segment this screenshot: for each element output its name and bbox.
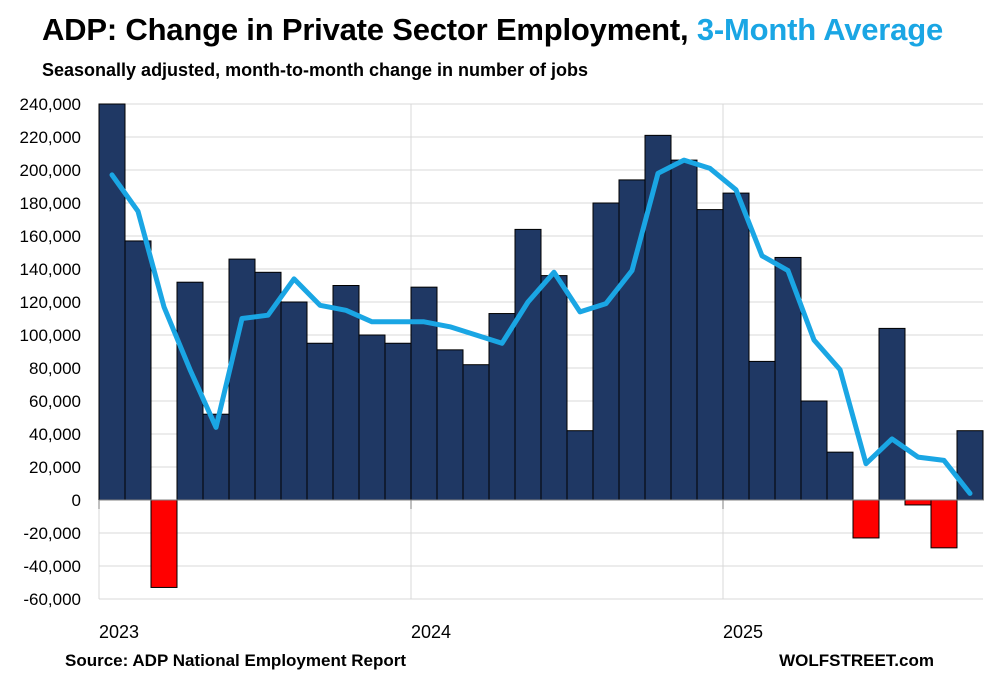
bar [410, 286, 438, 501]
y-tick-label: 120,000 [20, 293, 81, 312]
y-tick-label: 20,000 [29, 458, 81, 477]
y-tick-label: -60,000 [23, 590, 81, 609]
y-tick-label: 140,000 [20, 260, 81, 279]
bar [540, 275, 568, 501]
bar [722, 192, 750, 501]
bar [748, 360, 776, 501]
bar [228, 258, 256, 501]
tick-labels: 240,000 220,000 200,000 180,000 160,000 140,0… [20, 95, 763, 642]
source-note: Source: ADP National Employment Report [65, 651, 406, 670]
bar [358, 334, 386, 501]
bar [332, 285, 360, 501]
bar [800, 400, 828, 501]
y-tick-label: 0 [72, 491, 81, 510]
y-tick-label: 40,000 [29, 425, 81, 444]
bar [956, 430, 984, 501]
three-month-average-line [109, 157, 973, 496]
bar-series [98, 103, 984, 588]
bar [436, 349, 464, 501]
y-tick-label: -40,000 [23, 557, 81, 576]
bar-negative [150, 499, 178, 588]
y-tick-label: 200,000 [20, 161, 81, 180]
y-tick-label: 180,000 [20, 194, 81, 213]
bar-negative [852, 499, 880, 539]
y-tick-label: 100,000 [20, 326, 81, 345]
bar [306, 342, 334, 501]
bar-negative [930, 499, 958, 549]
bar [566, 430, 594, 501]
bar [696, 209, 724, 501]
y-tick-label: 80,000 [29, 359, 81, 378]
x-tick-label: 2025 [723, 622, 763, 642]
x-tick-label: 2023 [99, 622, 139, 642]
bar [826, 451, 854, 501]
brand-label: WOLFSTREET.com [779, 651, 934, 670]
bar [462, 364, 490, 501]
y-tick-label: -20,000 [23, 524, 81, 543]
y-tick-label: 60,000 [29, 392, 81, 411]
chart-subtitle: Seasonally adjusted, month-to-month chan… [42, 60, 589, 80]
bar [98, 103, 126, 501]
chart-title: ADP: Change in Private Sector Employment… [42, 12, 943, 48]
bar [670, 159, 698, 501]
bar [384, 342, 412, 501]
y-tick-label: 160,000 [20, 227, 81, 246]
title-highlight: 3-Month Average [696, 12, 943, 47]
bar [124, 240, 152, 501]
y-tick-label: 240,000 [20, 95, 81, 114]
title-main: ADP: Change in Private Sector Employment… [42, 12, 689, 47]
x-tick-label: 2024 [411, 622, 451, 642]
bar-negative [904, 499, 932, 506]
bar [592, 202, 620, 501]
average-line [109, 157, 973, 496]
axes [98, 499, 983, 509]
bar [644, 134, 672, 501]
bar [280, 301, 308, 501]
bar [878, 327, 906, 501]
y-tick-label: 220,000 [20, 128, 81, 147]
bar [514, 228, 542, 501]
